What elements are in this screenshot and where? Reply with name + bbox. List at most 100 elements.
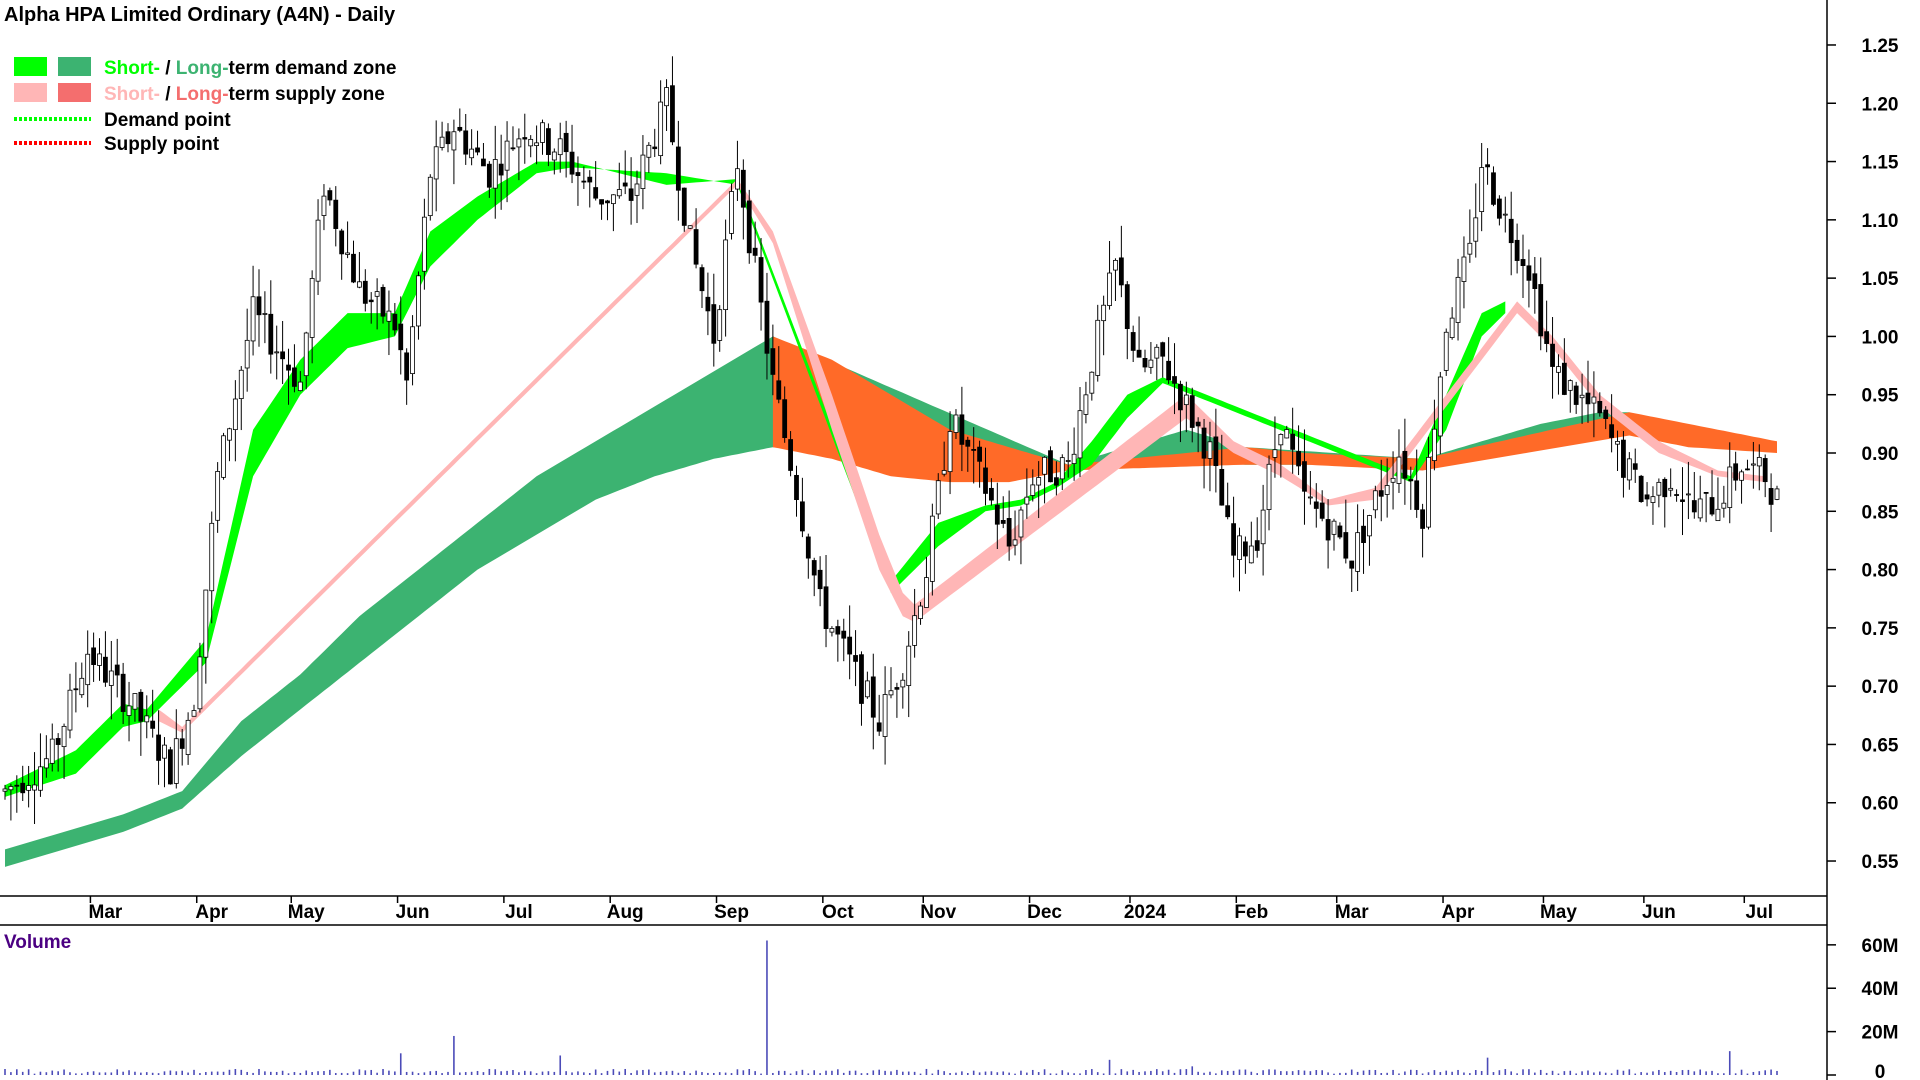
candle bbox=[782, 386, 788, 443]
candle-body bbox=[1036, 477, 1042, 486]
candle bbox=[610, 194, 616, 232]
candle-body bbox=[1000, 520, 1006, 524]
candle-body bbox=[829, 628, 835, 633]
candle-body bbox=[227, 428, 232, 441]
candle bbox=[935, 473, 941, 520]
candle bbox=[1036, 461, 1042, 519]
y-tick-label: 0.70 bbox=[1862, 677, 1899, 698]
candle-body bbox=[1750, 463, 1756, 466]
candle bbox=[1172, 343, 1177, 415]
candle bbox=[380, 284, 386, 324]
candle-body bbox=[1544, 331, 1550, 344]
candle bbox=[912, 588, 918, 658]
candle-body bbox=[1296, 451, 1301, 467]
candle bbox=[132, 693, 138, 722]
candle bbox=[534, 125, 539, 165]
candle-body bbox=[634, 183, 640, 196]
candle bbox=[451, 119, 457, 185]
candle-body bbox=[1550, 343, 1555, 367]
volume-bars bbox=[4, 940, 1778, 1075]
candle-body bbox=[1402, 450, 1408, 479]
candle bbox=[1491, 166, 1496, 207]
candle bbox=[1461, 236, 1467, 309]
candle bbox=[8, 783, 14, 821]
candle-body bbox=[675, 146, 681, 191]
candle-body bbox=[894, 687, 900, 690]
candle-body bbox=[1325, 519, 1331, 541]
candle-body bbox=[1467, 242, 1473, 255]
candle bbox=[79, 662, 85, 698]
candle bbox=[729, 183, 734, 240]
candle-body bbox=[811, 560, 817, 576]
candle bbox=[1691, 471, 1697, 519]
candle bbox=[1408, 466, 1414, 510]
candle-body bbox=[1680, 499, 1685, 502]
candle bbox=[823, 554, 829, 648]
candle bbox=[882, 666, 888, 765]
candle-body bbox=[1384, 485, 1390, 495]
candle-body bbox=[918, 605, 923, 619]
candle-body bbox=[120, 673, 126, 712]
candle-body bbox=[238, 369, 244, 400]
candle-body bbox=[1053, 477, 1059, 486]
candle-body bbox=[1331, 520, 1337, 535]
candle-body bbox=[693, 229, 699, 265]
candle-body bbox=[280, 351, 286, 360]
candle bbox=[1136, 316, 1142, 358]
candle-body bbox=[1355, 532, 1361, 572]
candle-body bbox=[546, 128, 551, 155]
candle-body bbox=[587, 176, 593, 183]
candle-body bbox=[1390, 477, 1396, 483]
candle bbox=[297, 371, 303, 392]
candle bbox=[492, 125, 498, 219]
candle bbox=[599, 199, 604, 220]
candle bbox=[309, 270, 315, 364]
candle-body bbox=[1077, 410, 1083, 459]
candle-body bbox=[959, 414, 965, 445]
candle bbox=[475, 130, 480, 156]
candle bbox=[97, 638, 102, 681]
volume-tick-label: 0 bbox=[1875, 1062, 1886, 1080]
candle bbox=[983, 447, 988, 506]
candle bbox=[114, 638, 120, 698]
candle-body bbox=[1656, 481, 1662, 496]
x-tick-label: May bbox=[1540, 902, 1577, 923]
candle-body bbox=[847, 636, 853, 655]
candle bbox=[622, 150, 628, 195]
candle bbox=[55, 733, 61, 772]
candle bbox=[1260, 484, 1266, 576]
candle bbox=[847, 605, 853, 680]
candle-body bbox=[1621, 439, 1626, 478]
candle-body bbox=[492, 159, 498, 189]
candle bbox=[1012, 510, 1018, 556]
candle-body bbox=[150, 720, 156, 729]
candle-body bbox=[103, 656, 108, 683]
candle-body bbox=[1668, 487, 1674, 491]
candle bbox=[374, 278, 380, 330]
x-tick-label: Apr bbox=[1442, 902, 1475, 923]
candle-body bbox=[640, 154, 646, 190]
candle bbox=[670, 56, 675, 146]
candle bbox=[26, 765, 32, 808]
candle-body bbox=[989, 487, 994, 501]
candle-body bbox=[386, 310, 392, 322]
candle bbox=[1296, 425, 1301, 476]
candlestick-series bbox=[2, 56, 1780, 825]
candle bbox=[1585, 360, 1591, 423]
candle bbox=[1018, 506, 1024, 565]
candle-body bbox=[67, 689, 73, 731]
volume-axis-ticks: 60M 40M 20M 0 bbox=[1827, 936, 1898, 1080]
y-tick-label: 0.85 bbox=[1862, 502, 1899, 523]
candle-body bbox=[876, 722, 882, 732]
candle bbox=[717, 305, 723, 352]
candle bbox=[1485, 148, 1490, 185]
x-tick-label: Sep bbox=[714, 902, 749, 923]
candle-body bbox=[481, 158, 486, 167]
candle bbox=[752, 221, 758, 263]
candle-body bbox=[983, 467, 988, 494]
candle bbox=[1496, 195, 1502, 226]
candle bbox=[894, 682, 900, 718]
x-tick-label: Jun bbox=[1642, 902, 1676, 923]
candle bbox=[32, 752, 37, 825]
candle-body bbox=[1018, 509, 1024, 538]
